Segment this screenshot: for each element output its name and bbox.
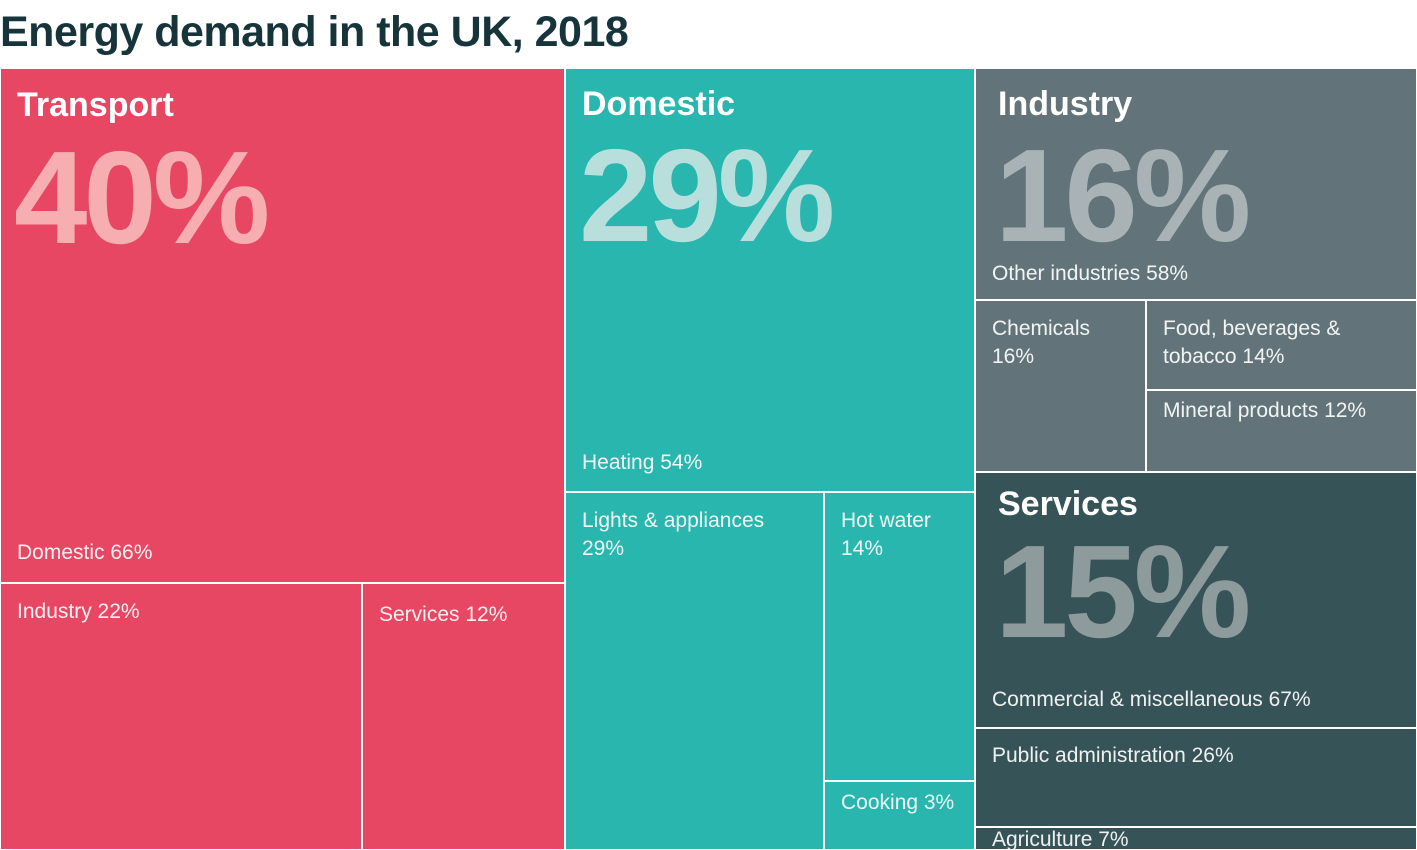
cell-label: Heating 54% xyxy=(582,451,703,474)
cell-label: Lights & appliances 29% xyxy=(582,509,765,560)
cell-transport-services: Services 12% xyxy=(362,583,565,850)
cell-label: Services 12% xyxy=(379,603,508,626)
cell-label: Chemicals 16% xyxy=(992,317,1091,368)
cell-label: Hot water 14% xyxy=(841,509,931,560)
cell-industry-mineral-products: Mineral products 12% xyxy=(1146,390,1417,472)
cell-domestic-heating: Heating 54% xyxy=(565,68,975,492)
cell-services-agriculture: Agriculture 7% xyxy=(975,827,1417,850)
cell-transport-domestic: Domestic 66% xyxy=(0,68,565,583)
chart-title: Energy demand in the UK, 2018 xyxy=(0,8,629,56)
treemap: Domestic 66% Industry 22% Services 12% Tran… xyxy=(0,68,1417,850)
cell-label: Mineral products 12% xyxy=(1163,399,1367,422)
cell-label: Public administration 26% xyxy=(992,744,1234,767)
cell-domestic-cooking: Cooking 3% xyxy=(824,781,975,850)
cell-label: Other industries 58% xyxy=(992,262,1189,285)
cell-label: Agriculture 7% xyxy=(992,828,1129,850)
cell-industry-chemicals: Chemicals 16% xyxy=(975,300,1146,472)
cell-services-public-administration: Public administration 26% xyxy=(975,728,1417,827)
cell-services-commercial-miscellaneous: Commercial & miscellaneous 67% xyxy=(975,472,1417,728)
cell-label: Commercial & miscellaneous 67% xyxy=(992,688,1311,711)
cell-domestic-lights-appliances: Lights & appliances 29% xyxy=(565,492,824,850)
cell-domestic-hot-water: Hot water 14% xyxy=(824,492,975,781)
cell-label: Food, beverages & tobacco 14% xyxy=(1163,317,1341,368)
cell-transport-industry: Industry 22% xyxy=(0,583,362,850)
cell-label: Cooking 3% xyxy=(841,791,955,814)
cell-industry-food-beverages-tobacco: Food, beverages & tobacco 14% xyxy=(1146,300,1417,390)
cell-industry-other-industries: Other industries 58% xyxy=(975,68,1417,300)
cell-label: Domestic 66% xyxy=(17,541,153,564)
cell-label: Industry 22% xyxy=(17,600,140,623)
